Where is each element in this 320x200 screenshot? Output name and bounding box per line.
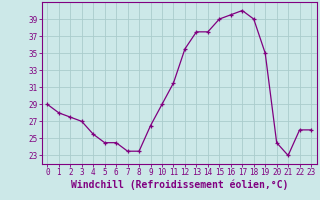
X-axis label: Windchill (Refroidissement éolien,°C): Windchill (Refroidissement éolien,°C): [70, 180, 288, 190]
